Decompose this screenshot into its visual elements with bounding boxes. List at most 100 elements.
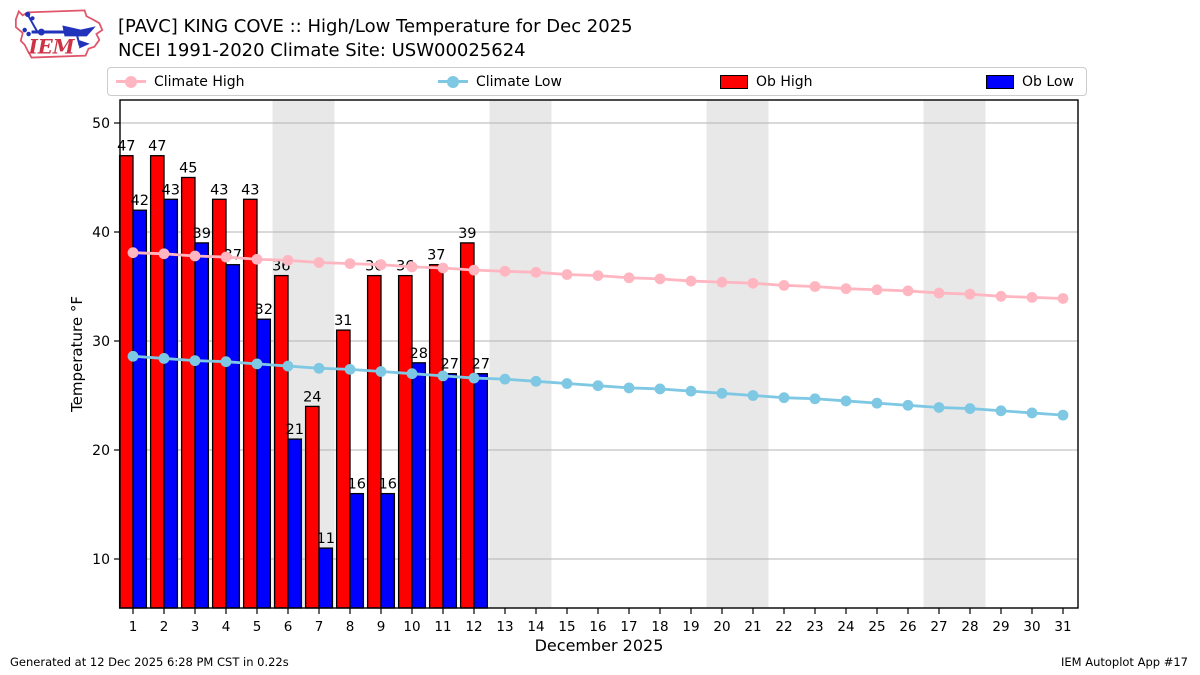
x-tick-label: 27 (930, 619, 947, 635)
ob-low-value-label: 32 (254, 302, 272, 318)
climate-low-marker (964, 403, 976, 414)
x-tick-label: 17 (620, 619, 637, 635)
logo-text: IEM (28, 36, 76, 59)
legend-item-climate-low: Climate Low (438, 68, 562, 95)
climate-low-marker (840, 395, 852, 407)
x-tick-label: 7 (315, 619, 324, 635)
ob-low-value-label: 43 (161, 182, 179, 198)
climate-high-marker (840, 283, 852, 295)
climate-high-marker (158, 248, 170, 260)
climate-low-marker (530, 375, 542, 387)
x-tick-label: 24 (837, 619, 854, 635)
ob-high-bar (459, 242, 475, 609)
climate-high-marker (654, 273, 666, 285)
ob-high-value-label: 45 (179, 161, 197, 177)
legend-item-climate-high: Climate High (116, 68, 245, 95)
climate-high-marker (933, 287, 945, 299)
climate-high-marker (468, 264, 480, 276)
climate-low-marker (189, 355, 201, 367)
climate-high-marker (375, 259, 387, 271)
ob-low-value-label: 16 (347, 477, 365, 493)
y-axis-label: Temperature °F (68, 296, 86, 413)
x-tick-label: 3 (191, 619, 200, 635)
climate-low-marker (716, 387, 728, 399)
climate-low-marker (344, 363, 356, 375)
x-tick-label: 9 (377, 619, 386, 635)
chart-title: [PAVC] KING COVE :: High/Low Temperature… (118, 16, 633, 37)
climate-low-marker (1026, 407, 1038, 419)
climate-high-marker (623, 272, 635, 284)
climate-low-marker (468, 372, 480, 384)
ob-high-bar (180, 176, 196, 609)
climate-high-marker (561, 269, 573, 280)
ob-low-value-label: 42 (130, 193, 148, 209)
x-tick-label: 18 (651, 619, 668, 635)
ob-high-value-label: 39 (458, 226, 476, 242)
x-tick-label: 21 (744, 619, 761, 635)
climate-high-marker (344, 258, 356, 270)
iem-logo: IEM (14, 9, 104, 59)
ob-low-bar (225, 264, 241, 609)
ob-high-bar (428, 264, 444, 609)
ob-low-bar (163, 198, 179, 609)
plot-frame (119, 99, 1079, 609)
climate-low-marker (685, 385, 697, 397)
climate-high-marker (127, 247, 139, 259)
x-tick-label: 22 (775, 619, 792, 635)
weekend-band (706, 100, 769, 608)
ob-high-bar (366, 274, 382, 609)
legend-label: Ob Low (1022, 73, 1074, 90)
climate-low-marker (1057, 409, 1069, 421)
x-tick-label: 31 (1054, 619, 1071, 635)
ob-high-value-label: 24 (303, 389, 321, 405)
x-tick-label: 2 (160, 619, 169, 635)
climate-high-marker (406, 261, 418, 273)
legend-item-ob-high: Ob High (720, 68, 813, 95)
chart-subtitle: NCEI 1991-2020 Climate Site: USW00025624 (118, 40, 526, 61)
climate-high-marker (871, 284, 883, 296)
ob-high-bar (273, 274, 289, 609)
climate-low-marker (809, 393, 821, 405)
climate-high-marker (282, 254, 294, 266)
climate-low-marker (406, 368, 418, 380)
climate-high-marker (592, 270, 604, 281)
climate-low-marker (127, 350, 139, 362)
ob-high-value-label: 47 (148, 139, 166, 155)
ob-low-value-label: 21 (285, 422, 303, 438)
climate-high-marker (964, 288, 976, 300)
ob-low-bar (442, 373, 458, 609)
x-tick-label: 1 (129, 619, 138, 635)
ob-low-value-label: 39 (192, 226, 210, 242)
ob-high-bar (397, 274, 413, 609)
chart-legend: Climate High Climate Low Ob High Ob Low (107, 67, 1087, 96)
generated-timestamp: Generated at 12 Dec 2025 6:28 PM CST in … (10, 655, 289, 669)
climate-low-marker (561, 378, 573, 389)
x-tick-label: 4 (222, 619, 231, 635)
ob-low-bar (473, 373, 489, 609)
climate-low-marker (933, 402, 945, 413)
legend-label: Ob High (756, 73, 813, 90)
ob-low-value-label: 28 (409, 346, 427, 362)
x-axis-label: December 2025 (535, 636, 664, 655)
ob-high-rect-swatch (720, 74, 748, 89)
climate-low-marker (220, 356, 232, 368)
ob-high-value-label: 43 (210, 182, 228, 198)
climate-high-marker (220, 251, 232, 263)
ob-low-bar (194, 242, 210, 609)
ob-low-bar (411, 362, 427, 609)
ob-high-value-label: 43 (241, 182, 259, 198)
x-tick-label: 8 (346, 619, 355, 635)
weather-vane-icon (22, 11, 96, 49)
climate-low-marker (251, 358, 263, 370)
climate-high-marker (995, 290, 1007, 302)
climate-high-marker (747, 277, 759, 289)
climate-low-marker (592, 380, 604, 392)
climate-low-marker (499, 373, 511, 385)
ob-high-value-label: 31 (334, 313, 352, 329)
climate-high-marker (778, 280, 790, 291)
x-tick-label: 25 (868, 619, 885, 635)
footer: Generated at 12 Dec 2025 6:28 PM CST in … (0, 655, 1200, 675)
weekend-band (923, 100, 986, 608)
